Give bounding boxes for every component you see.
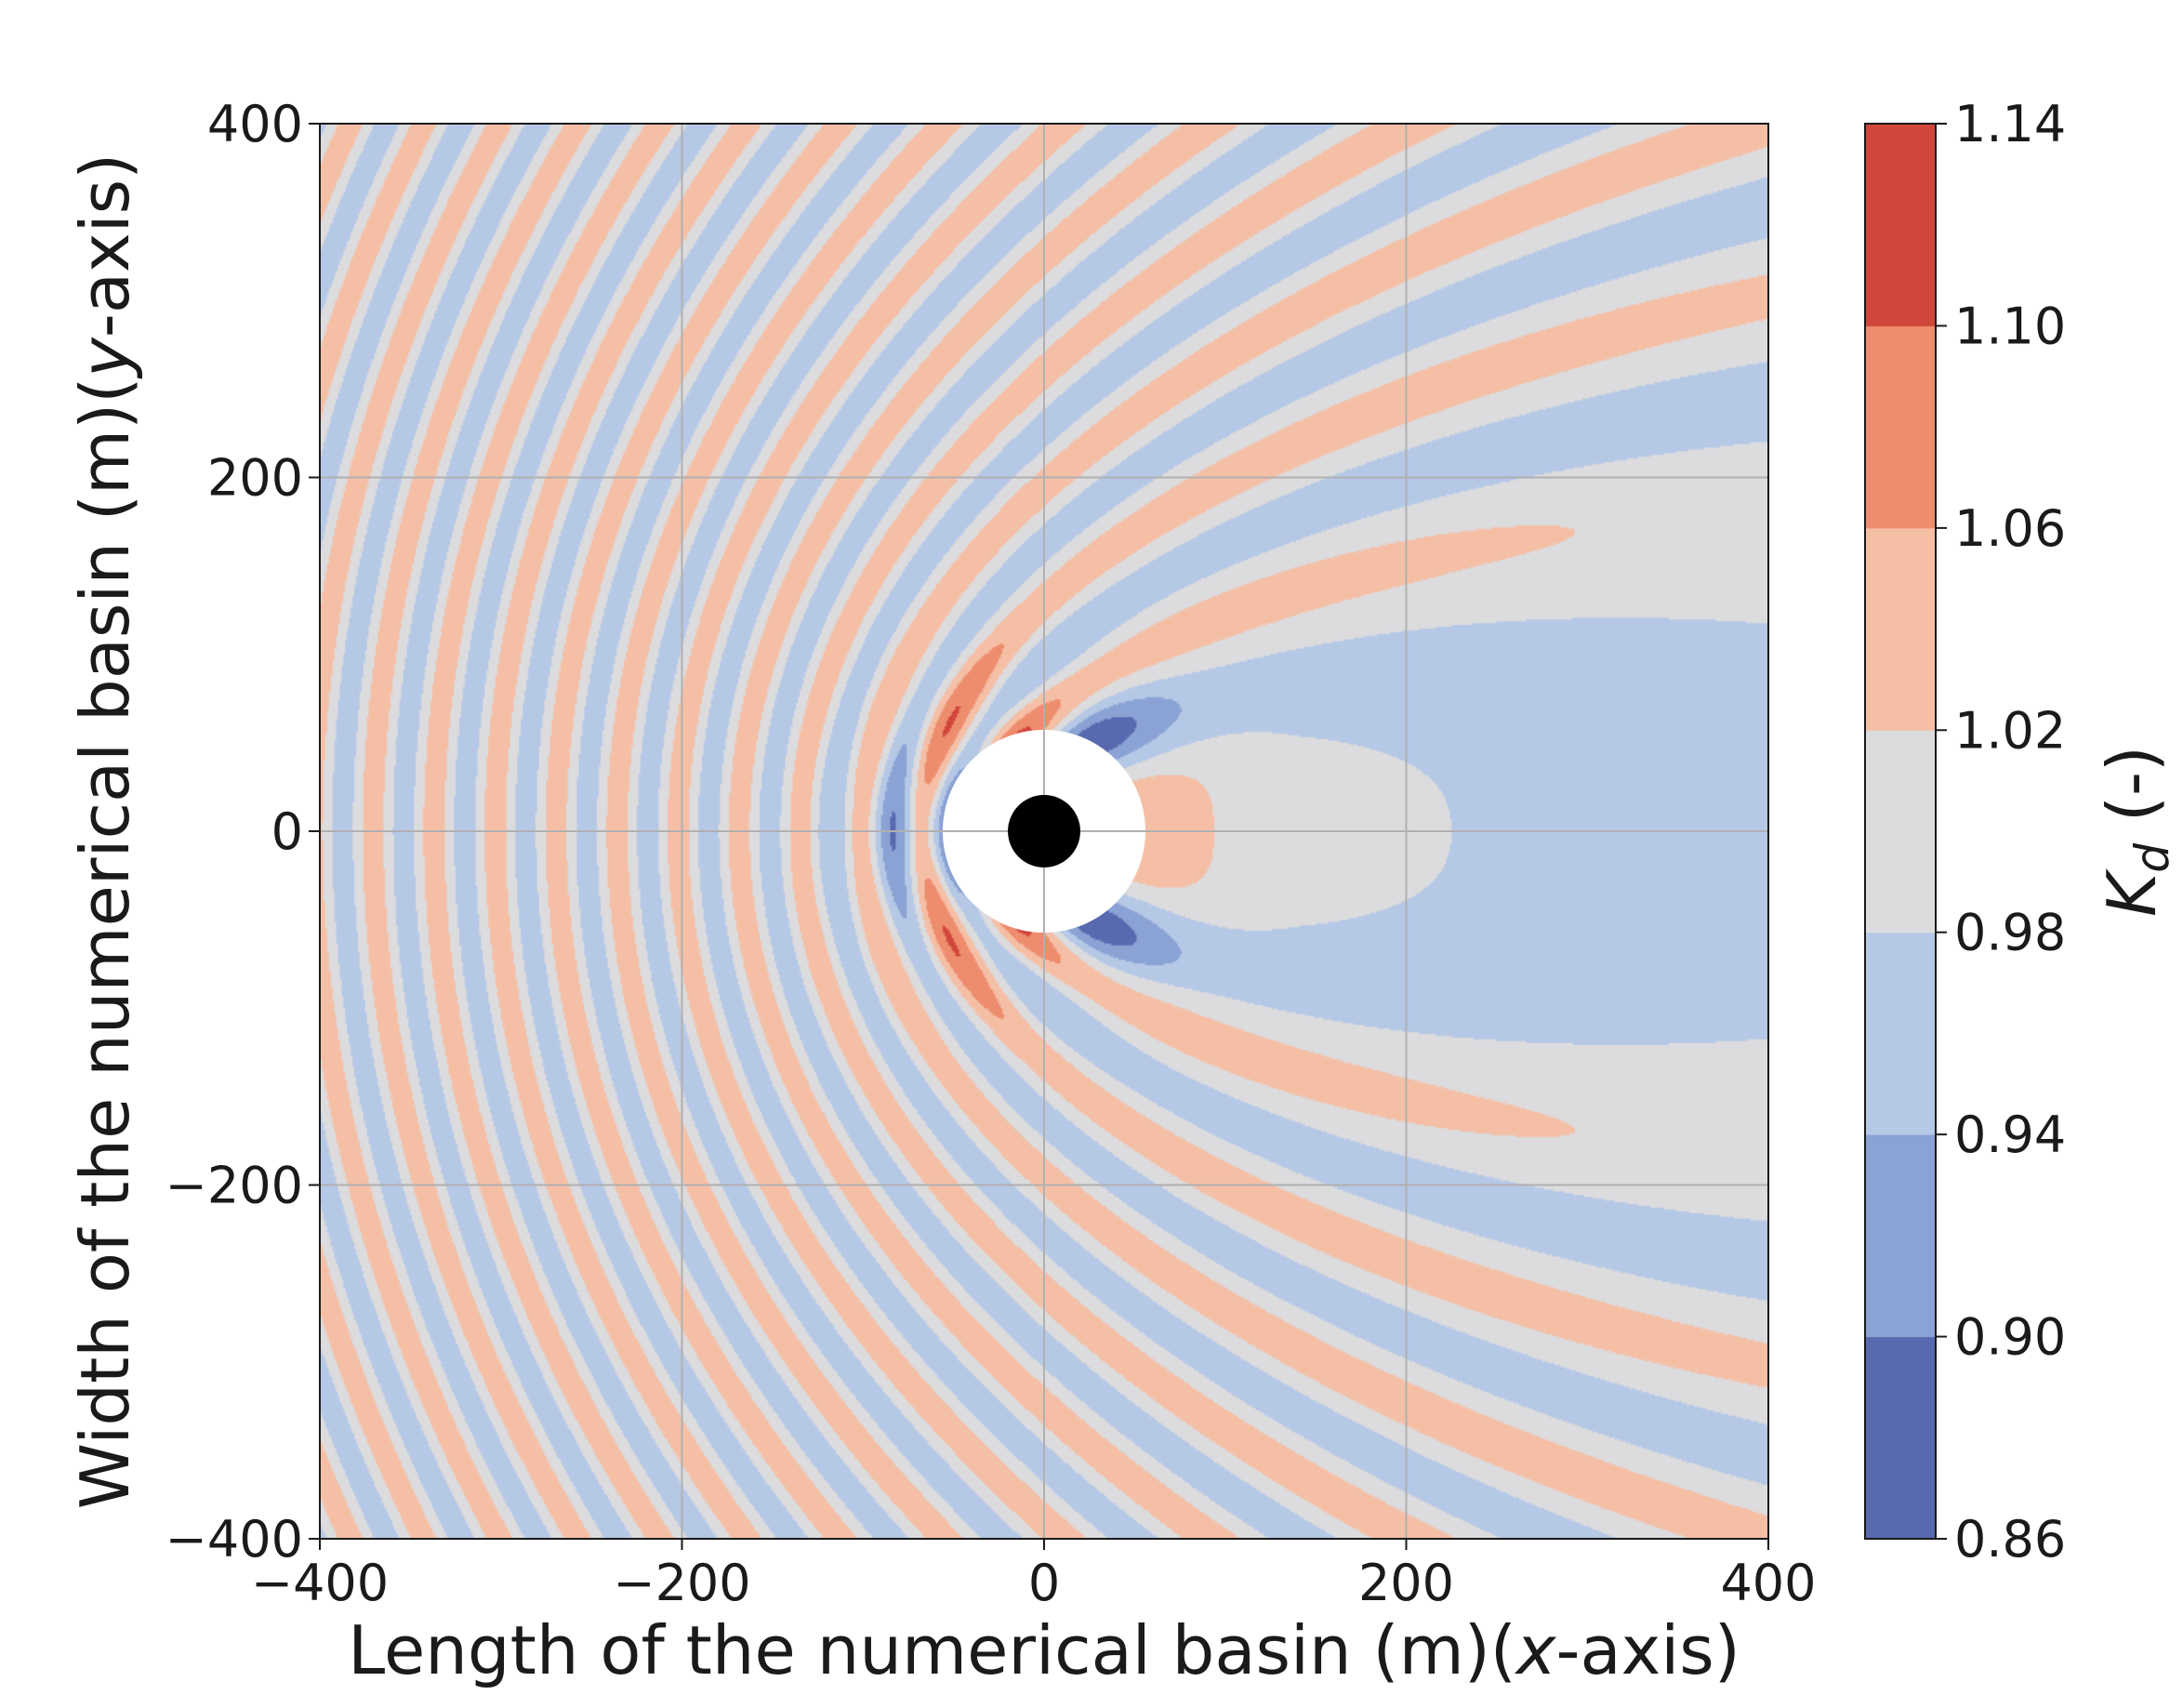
y-tick-label: 400 [207, 95, 303, 153]
x-axis-label: Length of the numerical basin (m)(x-axis… [348, 1611, 1740, 1689]
colorbar-tick-label: 0.98 [1954, 904, 2066, 962]
structure-inner-circle [1008, 795, 1080, 867]
y-axis-label: Width of the numerical basin (m)(y-axis) [66, 153, 144, 1510]
colorbar-segment [1865, 730, 1936, 933]
colorbar-frame [1864, 123, 1937, 1540]
x-tick-label: 0 [1028, 1554, 1060, 1612]
colorbar-segment [1865, 124, 1936, 326]
colorbar-tick-label: 1.10 [1954, 297, 2066, 355]
x-axis-ticks: −400 −200 0 200 400 [251, 1539, 1817, 1612]
y-axis-ticks: −400 −200 0 200 400 [165, 95, 320, 1569]
colorbar-tick-label: 0.94 [1954, 1106, 2066, 1164]
colorbar-segment [1865, 325, 1936, 529]
y-tick-label: 200 [207, 449, 303, 508]
colorbar-segment [1865, 932, 1936, 1135]
y-tick-label: −200 [165, 1157, 303, 1215]
x-tick-label: 400 [1720, 1554, 1816, 1612]
x-tick-label: −400 [251, 1554, 389, 1612]
colorbar-segment [1865, 1336, 1936, 1540]
x-tick-label: −200 [613, 1554, 750, 1612]
colorbar-tick-label: 0.90 [1954, 1308, 2066, 1367]
colorbar-label: Kd (-) [2093, 746, 2179, 917]
colorbar: 0.86 0.90 0.94 0.98 1.02 1.06 1.10 1.14 [1864, 95, 2066, 1569]
colorbar-tick-label: 0.86 [1954, 1510, 2066, 1569]
structure [942, 729, 1146, 933]
colorbar-tick-label: 1.02 [1954, 701, 2066, 760]
grid-lines [320, 124, 1768, 1539]
x-tick-label: 200 [1358, 1554, 1454, 1612]
y-tick-label: 0 [271, 802, 303, 861]
plot-area [319, 123, 1769, 1540]
colorbar-tick-label: 1.06 [1954, 499, 2066, 558]
colorbar-segment [1865, 1134, 1936, 1338]
y-tick-label: −400 [165, 1510, 303, 1569]
colorbar-tick-label: 1.14 [1954, 95, 2066, 153]
colorbar-segment [1865, 527, 1936, 731]
